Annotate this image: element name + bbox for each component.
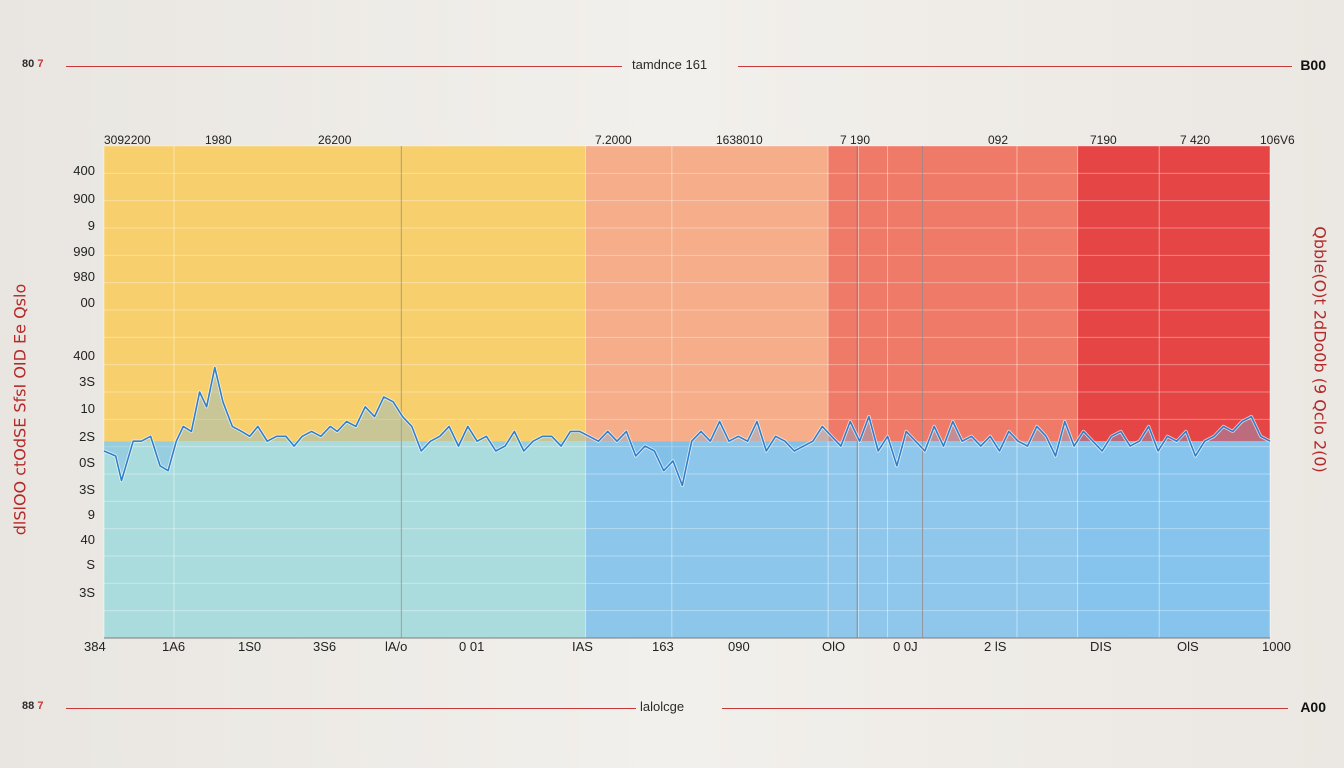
bottom-tick-label: IAS	[572, 639, 593, 654]
upper-band-0	[104, 146, 586, 442]
y-tick-label: 9	[88, 507, 95, 522]
x-axis-title: lalolcge	[640, 699, 685, 714]
top-tick-label: 7 420	[1180, 133, 1210, 147]
bottom-tick-label: 090	[728, 639, 750, 654]
bottom-tick-label: 1A6	[162, 639, 185, 654]
footer-rule: 88 7 lalolcge A00	[22, 698, 1326, 718]
header-left-label: 80 7	[22, 58, 44, 70]
lower-band-2	[828, 441, 1078, 638]
top-tick-label: 7190	[1090, 133, 1117, 147]
upper-band-3	[1077, 146, 1270, 442]
upper-band-2	[828, 146, 1078, 442]
bottom-tick-label: OlO	[822, 639, 845, 654]
series-line	[103, 366, 1271, 487]
y-tick-label: 0S	[79, 455, 95, 470]
header-rule: 80 7 tamdnce 161 B00	[22, 56, 1326, 76]
y-tick-label: 400	[73, 348, 95, 363]
bottom-tick-labels: 384 1A6 1S0 3S6 lA/o 0 01 IAS 163 090 OlO 0 0J 2 lS…	[84, 639, 1291, 654]
footer-line-left	[66, 708, 636, 709]
chart-title: tamdnce 161	[632, 57, 708, 72]
bottom-tick-label: OlS	[1177, 639, 1199, 654]
upper-band-1	[585, 146, 829, 442]
header-line-left	[66, 66, 622, 67]
y-tick-labels: 400 900 9 990 980 00 400 3S 10 2S 0S 3S 9 40 S 3S	[73, 163, 95, 600]
bottom-tick-label: 0 0J	[893, 639, 918, 654]
bottom-tick-label: 1000	[1262, 639, 1291, 654]
y-tick-label: 9	[88, 218, 95, 233]
grid-lines	[103, 145, 1271, 639]
header-right-label: B00	[1300, 57, 1326, 73]
top-tick-label: 26200	[318, 133, 352, 147]
footer-right-label: A00	[1300, 699, 1326, 715]
y-tick-label: 3S	[79, 374, 95, 389]
series-layer	[103, 365, 1271, 488]
bottom-tick-label: 163	[652, 639, 674, 654]
top-tick-label: 7 190	[840, 133, 870, 147]
bottom-tick-label: lA/o	[385, 639, 407, 654]
header-line-right	[738, 66, 1292, 67]
bottom-tick-label: 2 lS	[984, 639, 1007, 654]
bottom-tick-label: 1S0	[238, 639, 261, 654]
y-tick-label: 400	[73, 163, 95, 178]
top-tick-label: 3092200	[104, 133, 151, 147]
y-tick-label: 900	[73, 191, 95, 206]
y-tick-label: 980	[73, 269, 95, 284]
top-tick-labels: 3092200 1980 26200 7.2000 1638010 7 190 092 719…	[104, 133, 1295, 147]
y-tick-label: 00	[81, 295, 95, 310]
top-tick-label: 1980	[205, 133, 232, 147]
top-tick-label: 1638010	[716, 133, 763, 147]
bottom-tick-label: 0 01	[459, 639, 484, 654]
lower-band-3	[1077, 441, 1270, 638]
bottom-tick-label: 3S6	[313, 639, 336, 654]
y-tick-label: 3S	[79, 585, 95, 600]
bottom-tick-label: DIS	[1090, 639, 1112, 654]
footer-left-label: 88 7	[22, 700, 44, 712]
top-tick-label: 106V6	[1260, 133, 1295, 147]
lower-band-0	[104, 441, 586, 638]
y-tick-label: 2S	[79, 429, 95, 444]
upper-bands	[104, 146, 1270, 442]
footer-line-right	[722, 708, 1288, 709]
top-tick-label: 092	[988, 133, 1008, 147]
lower-band-1	[585, 441, 829, 638]
y-tick-label: 10	[81, 401, 95, 416]
top-tick-label: 7.2000	[595, 133, 632, 147]
lower-bands	[104, 441, 1270, 638]
y-tick-label: 3S	[79, 482, 95, 497]
y-tick-label: 990	[73, 244, 95, 259]
bottom-tick-label: 384	[84, 639, 106, 654]
y-tick-label: 40	[81, 532, 95, 547]
y-tick-label: S	[86, 557, 95, 572]
